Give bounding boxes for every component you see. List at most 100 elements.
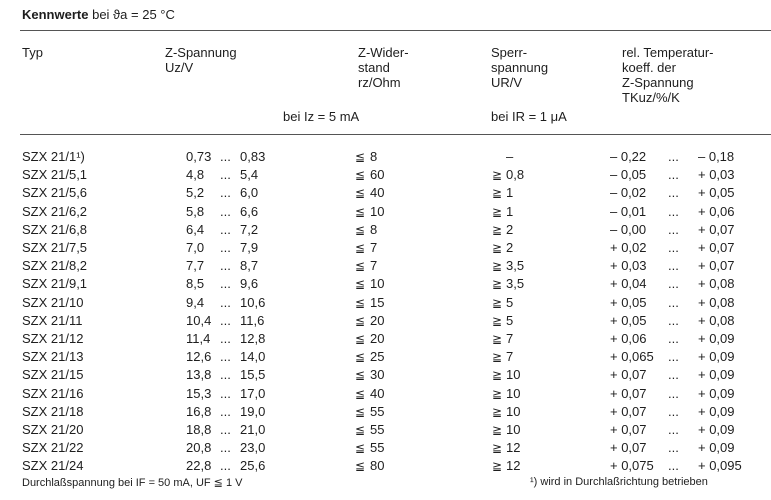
rz-cell: 7 — [370, 240, 378, 255]
type-cell: SZX 21/7,5 — [22, 240, 88, 255]
table-row: SZX 21/15 13,8... 15,5 ≦ 30 ≧ 10 + 0,07... + 0,0… — [0, 366, 771, 384]
range-dots: ... — [220, 312, 231, 328]
uz-min-cell: 15,3 — [186, 385, 212, 401]
table-row: SZX 21/9,1 8,5... 9,6 ≦ 10 ≧ 3,5 + 0,04... + 0,0… — [0, 275, 771, 293]
uz-min-cell: 5,2 — [186, 185, 205, 201]
tk-min-cell: + 0,07 — [610, 385, 647, 401]
rz-cell: 55 — [370, 440, 385, 456]
less-equal-sign: ≦ — [355, 222, 366, 237]
greater-equal-sign: ≧ — [492, 350, 503, 365]
tk-max-cell: + 0,07 — [698, 240, 735, 255]
header-ur: Sperr- spannung UR/V — [491, 45, 548, 90]
type-cell: SZX 21/5,1 — [22, 167, 88, 183]
tk-min-cell: – 0,01 — [610, 203, 647, 219]
greater-equal-sign: ≧ — [492, 332, 503, 346]
tk-min-cell: + 0,02 — [610, 240, 647, 255]
uz-max-cell: 0,83 — [240, 149, 266, 164]
range-dots: ... — [668, 258, 679, 274]
less-equal-sign: ≦ — [355, 313, 366, 328]
uz-max-cell: 6,0 — [240, 185, 259, 201]
ur-cell: 12 — [506, 440, 521, 456]
range-dots: ... — [220, 403, 231, 419]
header-typ: Typ — [22, 45, 43, 60]
less-equal-sign: ≦ — [355, 150, 366, 164]
greater-equal-sign: ≧ — [492, 168, 503, 183]
tk-max-cell: + 0,09 — [698, 422, 735, 437]
header-line: Z-Spannung — [165, 45, 237, 60]
table-row: SZX 21/6,8 6,4... 7,2 ≦ 8 ≧ 2 – 0,00... + 0,07 — [0, 221, 771, 239]
ur-cell: 10 — [506, 403, 521, 419]
less-equal-sign: ≦ — [355, 386, 366, 401]
range-dots: ... — [668, 331, 679, 346]
greater-equal-sign: ≧ — [492, 313, 503, 328]
range-dots: ... — [220, 167, 231, 183]
range-dots: ... — [668, 367, 679, 383]
header-line: Sperr- — [491, 45, 528, 60]
greater-equal-sign: ≧ — [492, 186, 503, 201]
rz-cell: 10 — [370, 276, 385, 292]
rz-cell: 15 — [370, 294, 385, 310]
greater-equal-sign: ≧ — [492, 404, 503, 419]
uz-min-cell: 10,4 — [186, 312, 212, 328]
range-dots: ... — [668, 167, 679, 183]
tk-max-cell: + 0,09 — [698, 440, 735, 456]
table-row: SZX 21/7,5 7,0... 7,9 ≦ 7 ≧ 2 + 0,02... + 0,07 — [0, 239, 771, 257]
rz-cell: 25 — [370, 349, 385, 365]
less-equal-sign: ≦ — [355, 277, 366, 292]
uz-max-cell: 17,0 — [240, 385, 266, 401]
tk-min-cell: + 0,07 — [610, 367, 647, 383]
greater-equal-sign: ≧ — [492, 423, 503, 437]
uz-max-cell: 8,7 — [240, 258, 259, 274]
tk-min-cell: + 0,04 — [610, 276, 647, 292]
less-equal-sign: ≦ — [355, 241, 366, 255]
header-line: TKuz/%/K — [622, 90, 680, 105]
ur-cell: 1 — [506, 185, 514, 201]
rz-cell: 55 — [370, 403, 385, 419]
table-row: SZX 21/1¹) 0,73... 0,83 ≦ 8 – – 0,22... – 0,18 — [0, 148, 771, 166]
rz-cell: 30 — [370, 367, 385, 383]
type-cell: SZX 21/16 — [22, 385, 84, 401]
less-equal-sign: ≦ — [355, 441, 366, 456]
ur-cell: – — [506, 149, 514, 164]
uz-max-cell: 19,0 — [240, 403, 266, 419]
range-dots: ... — [220, 458, 231, 474]
table-row: SZX 21/6,2 5,8... 6,6 ≦ 10 ≧ 1 – 0,01... + 0,06 — [0, 203, 771, 221]
greater-equal-sign: ≧ — [492, 222, 503, 237]
ur-cell: 3,5 — [506, 258, 525, 274]
tk-max-cell: + 0,09 — [698, 385, 735, 401]
greater-equal-sign: ≧ — [492, 259, 503, 274]
range-dots: ... — [220, 367, 231, 383]
tk-max-cell: + 0,08 — [698, 294, 735, 310]
range-dots: ... — [220, 185, 231, 201]
tk-max-cell: + 0,09 — [698, 367, 735, 383]
tk-min-cell: + 0,07 — [610, 403, 647, 419]
ur-cell: 2 — [506, 240, 514, 255]
range-dots: ... — [668, 349, 679, 365]
ur-cell: 10 — [506, 385, 521, 401]
condition-iz: bei Iz = 5 mA — [283, 109, 360, 124]
type-cell: SZX 21/9,1 — [22, 276, 88, 292]
divider — [20, 134, 771, 135]
condition-ir: bei IR = 1 μA — [491, 109, 567, 124]
range-dots: ... — [220, 349, 231, 365]
type-cell: SZX 21/20 — [22, 422, 84, 437]
table-title: Kennwerte bei ϑa = 25 °C — [22, 7, 175, 22]
range-dots: ... — [668, 294, 679, 310]
title-condition: bei ϑa = 25 °C — [92, 7, 175, 22]
table-row: SZX 21/10 9,4... 10,6 ≦ 15 ≧ 5 + 0,05... + 0,08 — [0, 294, 771, 312]
type-cell: SZX 21/22 — [22, 440, 84, 456]
greater-equal-sign: ≧ — [492, 441, 503, 456]
uz-max-cell: 10,6 — [240, 294, 266, 310]
tk-min-cell: + 0,06 — [610, 331, 647, 346]
tk-max-cell: + 0,08 — [698, 276, 735, 292]
header-tk: rel. Temperatur- koeff. der Z-Spannung T… — [622, 45, 714, 105]
tk-min-cell: + 0,07 — [610, 440, 647, 456]
tk-min-cell: – 0,22 — [610, 149, 647, 164]
uz-min-cell: 13,8 — [186, 367, 212, 383]
range-dots: ... — [668, 149, 679, 164]
uz-max-cell: 7,2 — [240, 221, 259, 237]
uz-min-cell: 11,4 — [186, 331, 211, 346]
less-equal-sign: ≦ — [355, 186, 366, 201]
divider — [20, 30, 771, 31]
